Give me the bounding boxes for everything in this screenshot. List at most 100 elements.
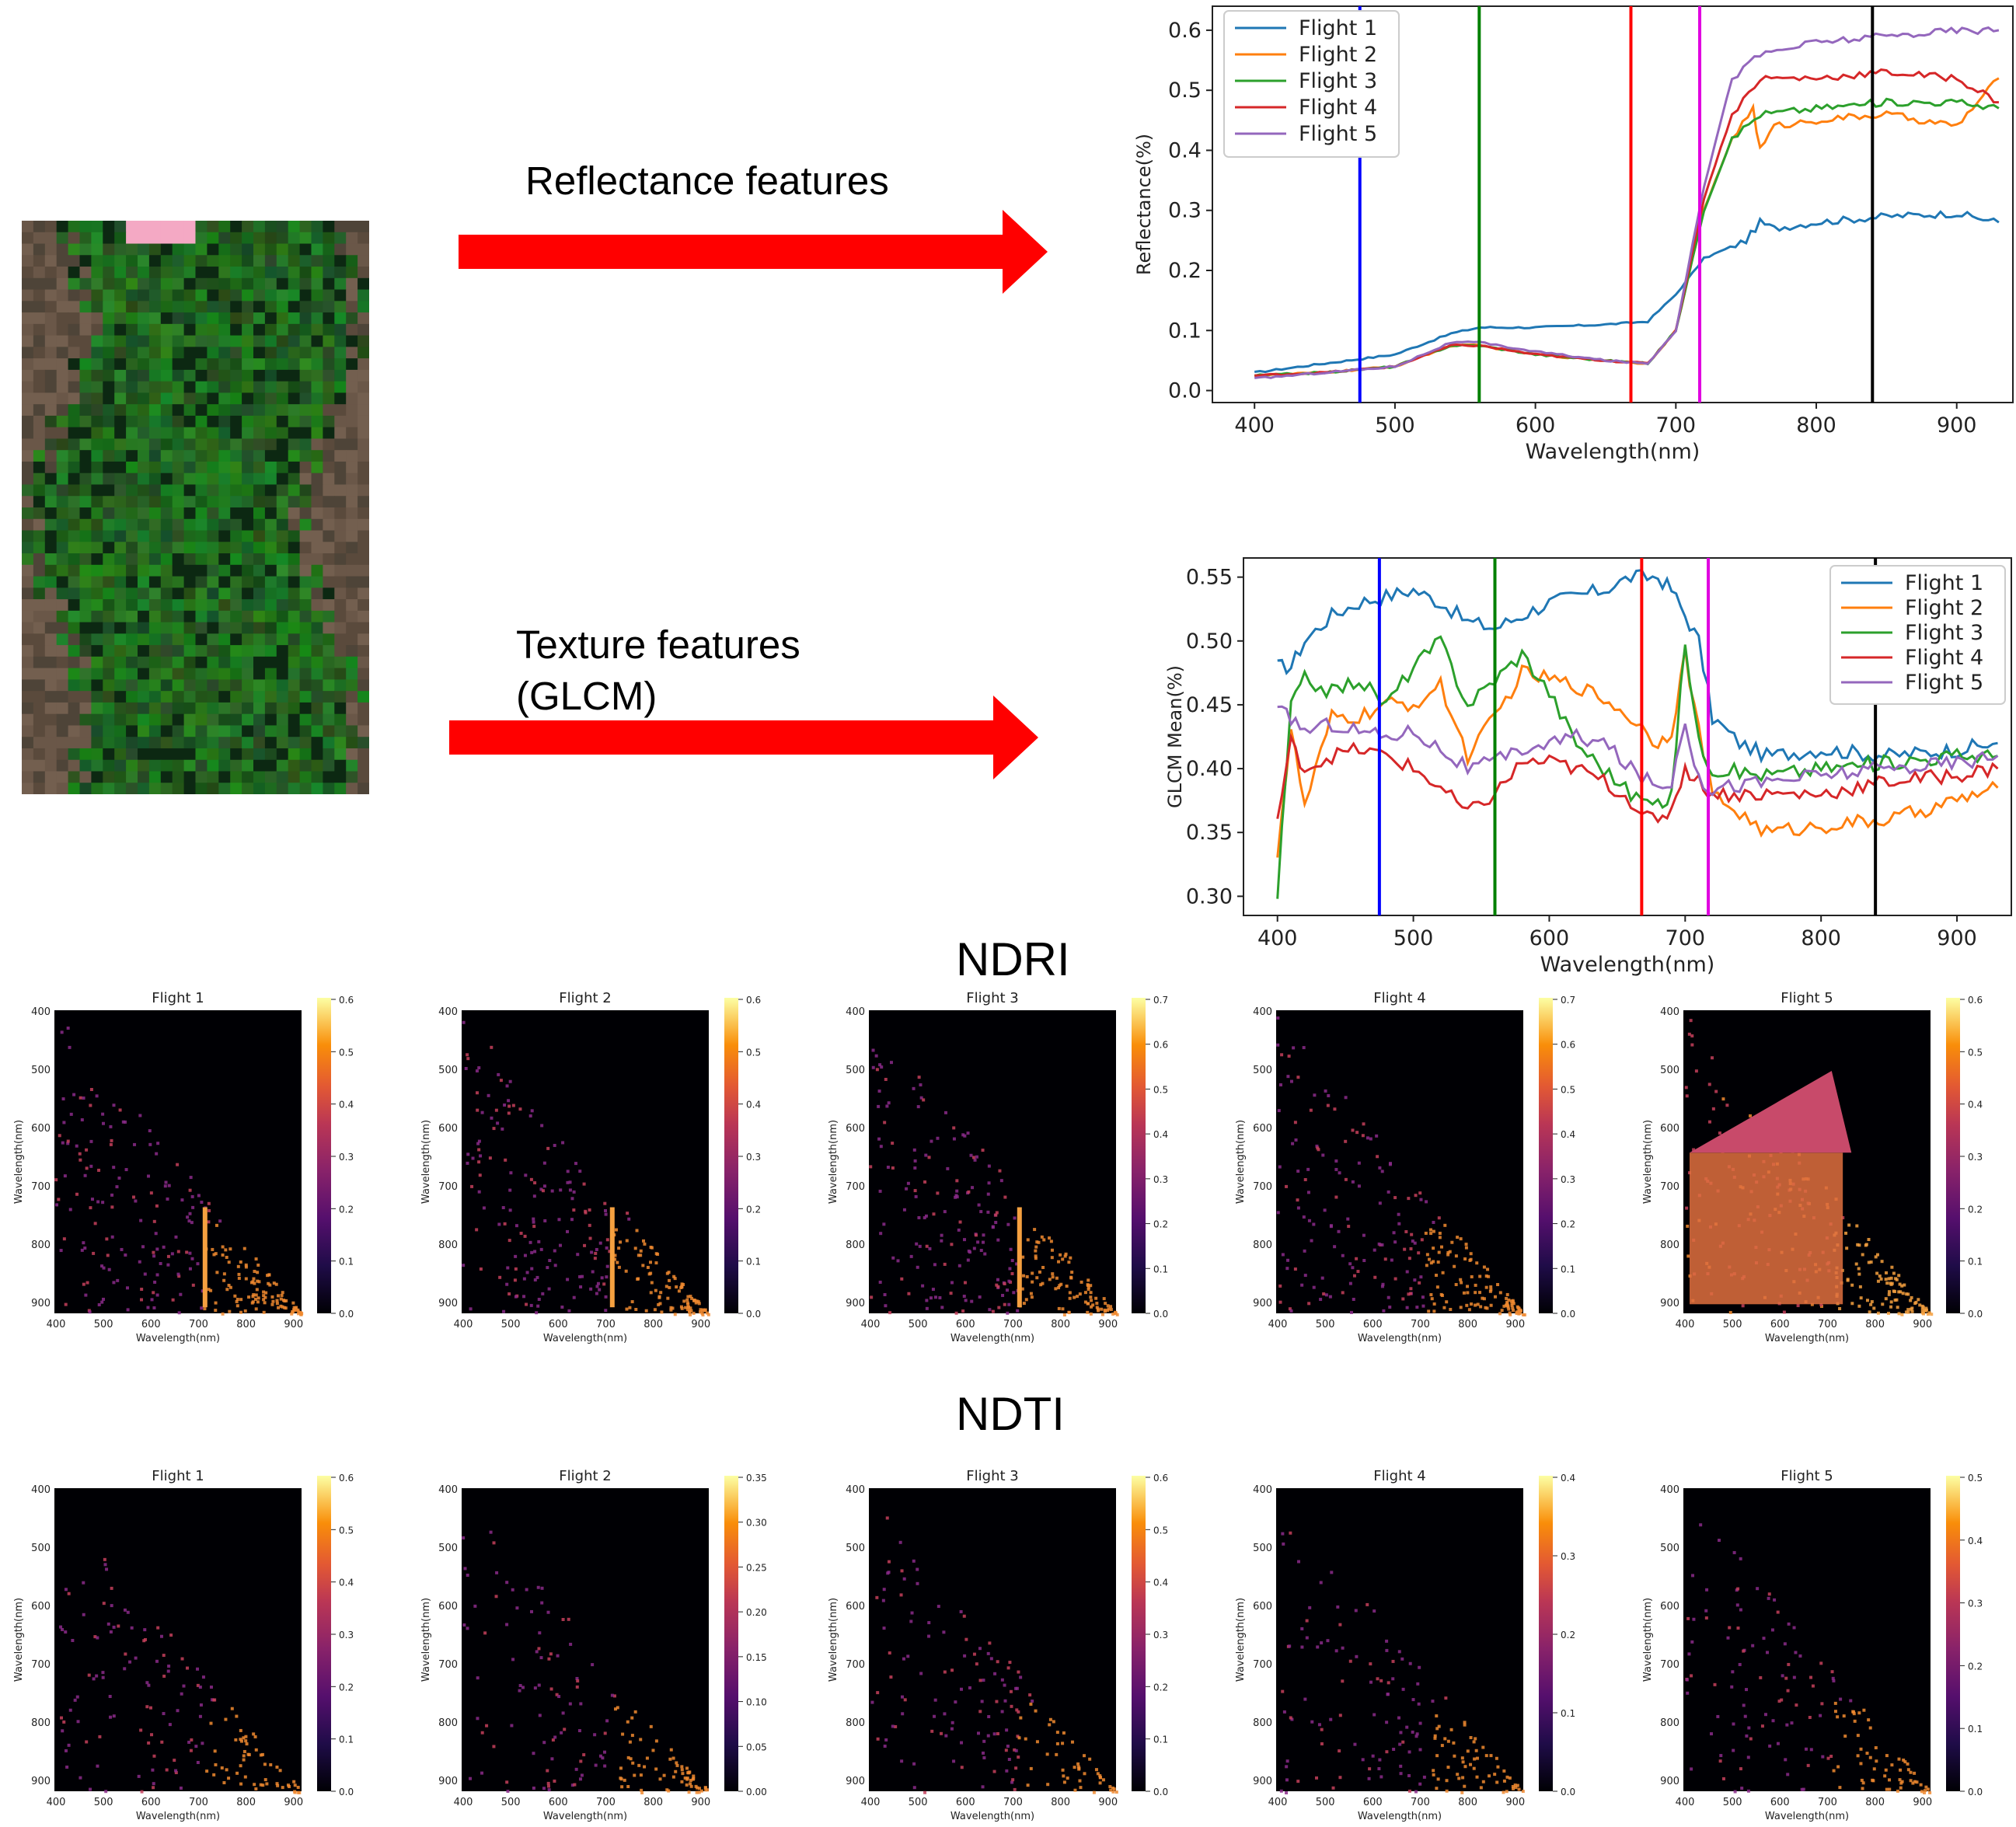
heatmap-cell [1489, 1285, 1493, 1289]
texture-features-label: Texture features [516, 622, 800, 667]
heatmap-cell [633, 1710, 637, 1714]
heatmap-cell [103, 1557, 106, 1561]
heatmap-cell [703, 1308, 707, 1312]
heatmap-cell [1906, 1292, 1910, 1296]
heatmap-cell [462, 1020, 466, 1024]
heatmap-cell [106, 1622, 110, 1626]
heatmap-cell [913, 1166, 917, 1170]
heatmap-x-tick: 400 [47, 1319, 66, 1330]
heatmap-cell [1302, 1046, 1306, 1050]
heatmap-cell [1906, 1310, 1910, 1314]
heatmap-cell [1819, 1661, 1823, 1665]
heatmap-cell [1034, 1257, 1038, 1260]
heatmap-cell [495, 1571, 499, 1574]
heatmap-cell [1465, 1303, 1469, 1307]
heatmap-cell [1034, 1254, 1038, 1258]
heatmap-cell [1481, 1780, 1485, 1783]
heatmap-cell [1010, 1704, 1013, 1708]
heatmap-cell [1739, 1608, 1742, 1612]
heatmap-cell [1106, 1309, 1110, 1313]
heatmap-y-tick: 400 [1253, 1006, 1272, 1018]
heatmap-cell [1482, 1265, 1486, 1269]
heatmap-cell [1034, 1249, 1038, 1253]
heatmap-cell [1900, 1284, 1904, 1288]
heatmap-cell [166, 1197, 169, 1201]
heatmap-cell [292, 1780, 296, 1783]
heatmap-cell [123, 1608, 127, 1612]
heatmap-cell [960, 1687, 964, 1691]
heatmap-cell [253, 1783, 256, 1787]
heatmap-cell [1348, 1262, 1352, 1266]
heatmap-cell [1016, 1309, 1020, 1313]
heatmap-cell [950, 1727, 954, 1731]
heatmap-cell [919, 1096, 923, 1100]
heatmap-cell [1324, 1089, 1327, 1093]
heatmap-cell [299, 1313, 303, 1316]
x-tick-label: 400 [1257, 926, 1298, 950]
heatmap-cell [535, 1275, 539, 1279]
heatmap-cell [578, 1170, 582, 1173]
heatmap-cell [214, 1309, 218, 1313]
heatmap-cell [1445, 1789, 1449, 1793]
heatmap-cell [1505, 1790, 1509, 1794]
heatmap-x-tick: 800 [236, 1319, 256, 1330]
heatmap-cell [573, 1783, 577, 1787]
y-tick-label: 0.3 [1168, 199, 1202, 223]
heatmap-cell [1362, 1122, 1366, 1126]
heatmap-cell [1901, 1292, 1905, 1295]
heatmap-cell [1728, 1310, 1732, 1314]
heatmap-cell [1317, 1148, 1320, 1152]
heatmap-cell [532, 1786, 535, 1790]
heatmap-cell [989, 1657, 993, 1661]
heatmap-cell [525, 1271, 529, 1274]
heatmap-cell [537, 1297, 541, 1301]
heatmap-cell [511, 1104, 515, 1107]
heatmap-cell [546, 1266, 549, 1270]
heatmap-cell [1029, 1292, 1033, 1295]
heatmap-cell [68, 1708, 72, 1712]
heatmap-title: Flight 5 [1781, 1468, 1833, 1484]
heatmap-cell [697, 1302, 701, 1306]
heatmap-cell [102, 1602, 106, 1606]
heatmap-cell [988, 1308, 992, 1312]
heatmap-y-tick: 400 [1660, 1484, 1679, 1496]
heatmap-x-tick: 700 [1411, 1319, 1430, 1330]
heatmap-cell [262, 1294, 266, 1298]
heatmap-cell [96, 1200, 100, 1204]
heatmap-cell [996, 1278, 999, 1281]
heatmap-cell [1849, 1699, 1853, 1703]
legend-box [1223, 10, 1400, 158]
heatmap-cell [1041, 1265, 1045, 1269]
heatmap-cell [1288, 1644, 1292, 1648]
heatmap-cell [913, 1189, 917, 1193]
heatmap-cell [291, 1301, 295, 1305]
heatmap-cell [230, 1707, 234, 1710]
heatmap-cell [82, 1613, 85, 1616]
x-tick-label: 500 [1375, 413, 1415, 438]
heatmap-cell [916, 1581, 919, 1585]
heatmap-cell [576, 1253, 580, 1257]
heatmap-cell [1046, 1783, 1050, 1787]
heatmap-cell [1296, 1198, 1299, 1202]
heatmap-cell [1329, 1717, 1333, 1721]
heatmap-x-tick: 900 [1913, 1797, 1932, 1808]
heatmap-cell [1025, 1274, 1029, 1278]
heatmap-cell [927, 1156, 931, 1159]
heatmap-cell [605, 1719, 609, 1723]
heatmap-cell [1302, 1215, 1306, 1219]
heatmap-cell [1859, 1296, 1863, 1300]
heatmap-x-label: Wavelength(nm) [1765, 1811, 1849, 1822]
heatmap-cell [1920, 1308, 1924, 1312]
heatmap-cell [964, 1637, 968, 1641]
heatmap-cell [637, 1253, 640, 1257]
heatmap-cell [881, 1599, 885, 1602]
heatmap-cell [1278, 1284, 1282, 1288]
heatmap-cell [958, 1220, 962, 1224]
heatmap-cell [1338, 1714, 1342, 1717]
heatmap-cell [80, 1248, 84, 1252]
heatmap-x-tick: 900 [284, 1797, 303, 1808]
heatmap-cell [637, 1763, 641, 1767]
heatmap-cell [508, 1079, 512, 1083]
heatmap-cell [950, 1721, 954, 1724]
heatmap-cell [1446, 1739, 1450, 1743]
